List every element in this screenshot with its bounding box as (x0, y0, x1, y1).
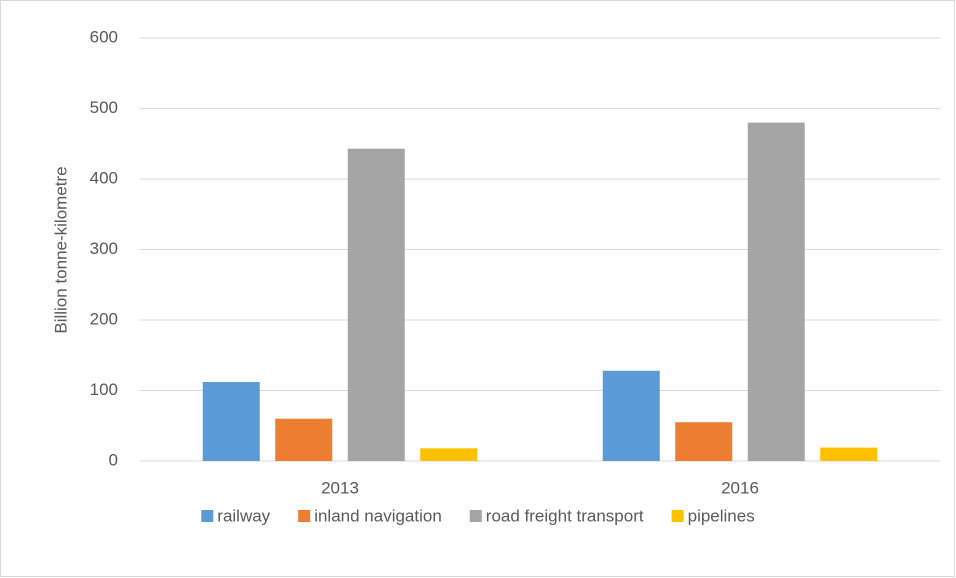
legend-label: inland navigation (314, 506, 442, 525)
bar (275, 418, 333, 461)
legend-label: pipelines (688, 506, 755, 525)
y-tick-label: 0 (109, 450, 118, 469)
x-tick-label: 2016 (721, 478, 759, 497)
legend-swatch (671, 510, 684, 522)
bar (347, 148, 405, 461)
y-tick-label: 400 (90, 168, 118, 187)
legend-label: road freight transport (486, 506, 644, 525)
bar (747, 122, 805, 461)
bar (820, 447, 878, 461)
y-tick-label: 500 (90, 98, 118, 117)
legend-swatch (201, 510, 214, 522)
bar (202, 382, 260, 461)
y-tick-label: 100 (90, 380, 118, 399)
legend-swatch (469, 510, 482, 522)
bar (420, 448, 478, 461)
legend-swatch (298, 510, 311, 522)
x-tick-label: 2013 (321, 478, 359, 497)
y-tick-label: 600 (90, 27, 118, 46)
bar (675, 422, 733, 461)
y-tick-label: 300 (90, 239, 118, 258)
y-axis-label: Billion tonne-kilometre (51, 166, 70, 333)
y-tick-label: 200 (90, 309, 118, 328)
legend-label: railway (217, 506, 270, 525)
bar (602, 370, 660, 461)
